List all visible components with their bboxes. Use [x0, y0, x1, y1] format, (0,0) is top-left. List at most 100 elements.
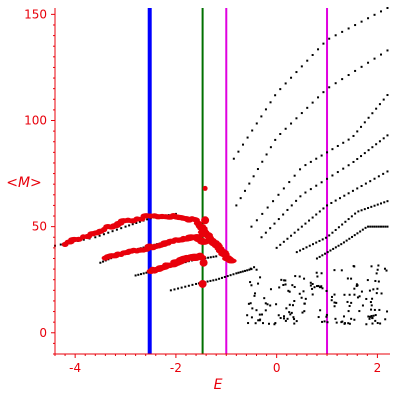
data-point [316, 285, 319, 288]
data-point [98, 234, 101, 237]
data-point [347, 322, 350, 325]
data-point [318, 286, 321, 289]
data-point [137, 273, 140, 276]
data-point [284, 279, 287, 282]
data-point [344, 220, 347, 223]
y-axis-title: <M> [6, 175, 42, 191]
data-point [363, 152, 366, 155]
data-point [195, 282, 198, 285]
data-point [322, 207, 325, 210]
data-point [135, 221, 138, 224]
data-point [242, 143, 245, 146]
data-point [277, 193, 280, 196]
data-point [243, 269, 246, 272]
data-point [330, 299, 333, 302]
data-point [275, 303, 278, 306]
data-point [311, 287, 314, 290]
data-point [317, 96, 320, 99]
data-point [378, 140, 381, 143]
data-point [311, 293, 314, 296]
data-point [328, 86, 331, 89]
data-point [322, 42, 325, 45]
data-point [277, 314, 280, 317]
data-point [290, 204, 293, 207]
data-point [363, 208, 366, 211]
data-point [274, 138, 277, 141]
data-point [385, 269, 388, 272]
data-point [241, 270, 244, 273]
data-point [315, 213, 318, 216]
data-point [333, 293, 336, 296]
data-point [377, 280, 380, 283]
data-point [364, 182, 367, 185]
data-point [198, 229, 207, 238]
data-point [303, 310, 306, 313]
data-point [354, 69, 357, 72]
data-point [253, 294, 256, 297]
data-point [309, 281, 312, 284]
data-point [313, 286, 316, 289]
data-point [367, 149, 370, 152]
data-point [289, 313, 292, 316]
data-point [250, 316, 253, 319]
data-point [347, 218, 350, 221]
axes: 0 50 100 150 -4 -2 0 2 [24, 7, 390, 375]
data-point [254, 292, 257, 295]
data-point [187, 284, 190, 287]
data-point [284, 82, 287, 85]
data-point [249, 281, 252, 284]
data-point [300, 112, 303, 115]
data-point [295, 117, 298, 120]
data-point [315, 257, 318, 260]
data-point [291, 304, 294, 307]
data-point [384, 318, 387, 321]
data-point [273, 323, 276, 326]
data-point [367, 225, 370, 228]
data-point [269, 146, 272, 149]
series-1 [61, 185, 237, 288]
data-point [290, 234, 293, 237]
data-point [359, 230, 362, 233]
data-point [342, 141, 345, 144]
data-point [365, 323, 368, 326]
data-point [333, 305, 336, 308]
data-point [377, 264, 380, 267]
data-point [302, 290, 305, 293]
data-point [370, 265, 373, 268]
data-point [253, 266, 256, 269]
data-point [338, 197, 341, 200]
data-point [274, 322, 277, 325]
data-point [315, 271, 318, 274]
data-point [298, 275, 301, 278]
x-tick-label: -4 [69, 361, 81, 375]
data-point [302, 247, 305, 250]
data-point [342, 241, 345, 244]
data-point [59, 243, 62, 246]
data-point [360, 209, 363, 212]
data-point [343, 322, 346, 325]
data-point [356, 232, 359, 235]
data-point [386, 94, 389, 97]
data-point [262, 322, 265, 325]
data-point [352, 160, 355, 163]
data-point [366, 279, 369, 282]
data-point [360, 290, 363, 293]
data-point [323, 320, 326, 323]
data-point [243, 189, 246, 192]
data-point [317, 316, 320, 319]
data-point [288, 303, 291, 306]
data-point [384, 225, 387, 228]
data-point [285, 307, 288, 310]
data-point [299, 195, 302, 198]
data-point [367, 116, 370, 119]
data-point [290, 122, 293, 125]
data-point [293, 174, 296, 177]
data-point [293, 231, 296, 234]
data-point [288, 290, 291, 293]
data-point [273, 222, 276, 225]
data-point [239, 197, 242, 200]
data-point [347, 138, 350, 141]
data-point [286, 237, 289, 240]
data-point [367, 61, 370, 64]
data-point [369, 315, 372, 318]
